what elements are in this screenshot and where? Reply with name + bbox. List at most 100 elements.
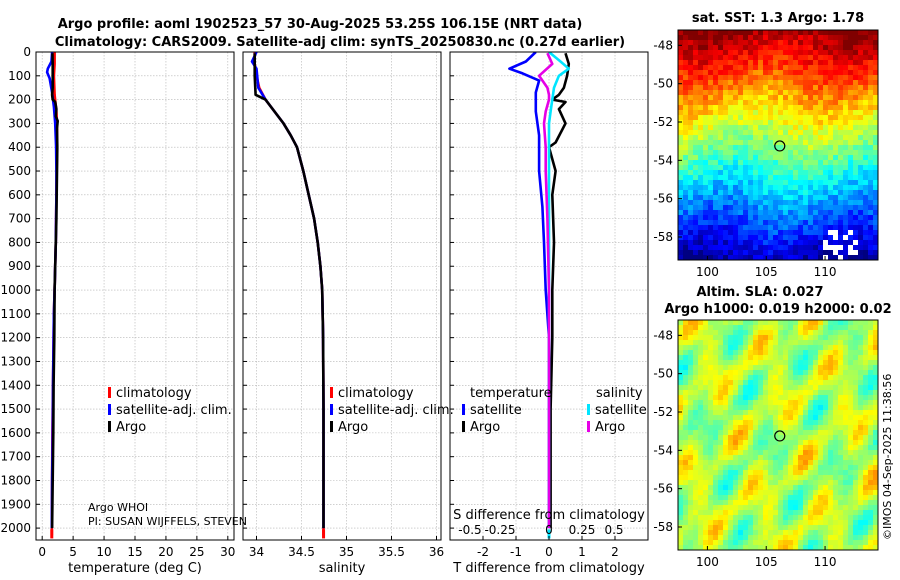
map-cell <box>723 345 729 351</box>
map-cell <box>768 130 774 136</box>
map-cell <box>853 155 859 161</box>
map-cell <box>823 95 829 101</box>
map-cell <box>823 185 829 191</box>
map-cell <box>873 370 878 376</box>
map-cell <box>868 395 874 401</box>
map-cell <box>688 445 694 451</box>
map-cell <box>868 190 874 196</box>
map-cell <box>828 480 834 486</box>
map-cell <box>868 125 874 131</box>
map-cell <box>788 360 794 366</box>
map-cell <box>783 445 789 451</box>
map-cell <box>698 470 704 476</box>
map-cell <box>773 255 779 260</box>
map-cell <box>698 435 704 441</box>
map-cell <box>683 55 689 61</box>
map-cell <box>798 145 804 151</box>
map-cell <box>823 30 829 36</box>
map-cell <box>848 450 854 456</box>
map-cell <box>868 490 874 496</box>
map-cell <box>678 480 684 486</box>
map-cell <box>783 190 789 196</box>
map-cell <box>693 360 699 366</box>
map-cell <box>708 455 714 461</box>
map-cell <box>743 345 749 351</box>
map-cell <box>853 220 859 226</box>
map-cell <box>823 225 829 231</box>
map-cell <box>808 80 814 86</box>
map-cell <box>678 85 684 91</box>
map-cell <box>823 60 829 66</box>
map-cell <box>843 90 849 96</box>
map-cell <box>868 435 874 441</box>
map-cell <box>858 415 864 421</box>
map-cell <box>763 110 769 116</box>
map-cell <box>733 125 739 131</box>
map-cell <box>743 370 749 376</box>
map-cell <box>748 475 754 481</box>
map-cell <box>723 190 729 196</box>
map-cell <box>803 195 809 201</box>
map-cell <box>753 80 759 86</box>
map-cell <box>698 530 704 536</box>
map-cell <box>803 30 809 36</box>
map-cell <box>713 215 719 221</box>
map-cell <box>718 345 724 351</box>
y-tick-label: 200 <box>8 93 31 107</box>
map-cell <box>803 40 809 46</box>
map-cell <box>813 170 819 176</box>
map-cell <box>703 60 709 66</box>
map-cell <box>708 320 714 326</box>
map-cell <box>838 150 844 156</box>
map-cell <box>693 230 699 236</box>
sla-map-title: Altim. SLA: 0.027 <box>697 285 824 300</box>
map-cell <box>713 480 719 486</box>
map-cell <box>778 510 784 516</box>
map-cell <box>758 545 764 550</box>
map-cell <box>758 165 764 171</box>
map-cell <box>698 415 704 421</box>
map-cell <box>753 445 759 451</box>
map-cell <box>773 130 779 136</box>
map-cell <box>823 540 829 546</box>
map-cell <box>768 230 774 236</box>
map-cell <box>753 35 759 41</box>
map-cell <box>748 445 754 451</box>
map-cell <box>728 480 734 486</box>
map-cell <box>758 130 764 136</box>
map-cell <box>853 195 859 201</box>
map-cell <box>733 105 739 111</box>
map-cell <box>753 125 759 131</box>
map-cell <box>748 200 754 206</box>
map-cell <box>853 425 859 431</box>
map-cell <box>793 210 799 216</box>
map-cell <box>823 455 829 461</box>
map-cell <box>803 355 809 361</box>
map-cell <box>693 55 699 61</box>
map-cell <box>683 135 689 141</box>
map-cell <box>838 440 844 446</box>
map-cell <box>848 505 854 511</box>
map-cell <box>743 545 749 550</box>
map-cell <box>688 70 694 76</box>
map-cell <box>798 195 804 201</box>
map-cell <box>843 30 849 36</box>
map-cell <box>708 370 714 376</box>
map-cell <box>768 345 774 351</box>
map-cell <box>788 210 794 216</box>
map-cell <box>833 415 839 421</box>
map-cell <box>723 240 729 246</box>
map-cell <box>798 250 804 256</box>
map-cell <box>843 155 849 161</box>
map-cell <box>863 180 869 186</box>
map-cell <box>768 450 774 456</box>
map-cell <box>863 40 869 46</box>
map-cell <box>748 500 754 506</box>
map-cell <box>758 240 764 246</box>
map-cell <box>753 105 759 111</box>
map-cell <box>713 320 719 326</box>
map-cell <box>873 505 878 511</box>
map-cell <box>753 40 759 46</box>
map-cell <box>708 240 714 246</box>
map-cell <box>818 205 824 211</box>
